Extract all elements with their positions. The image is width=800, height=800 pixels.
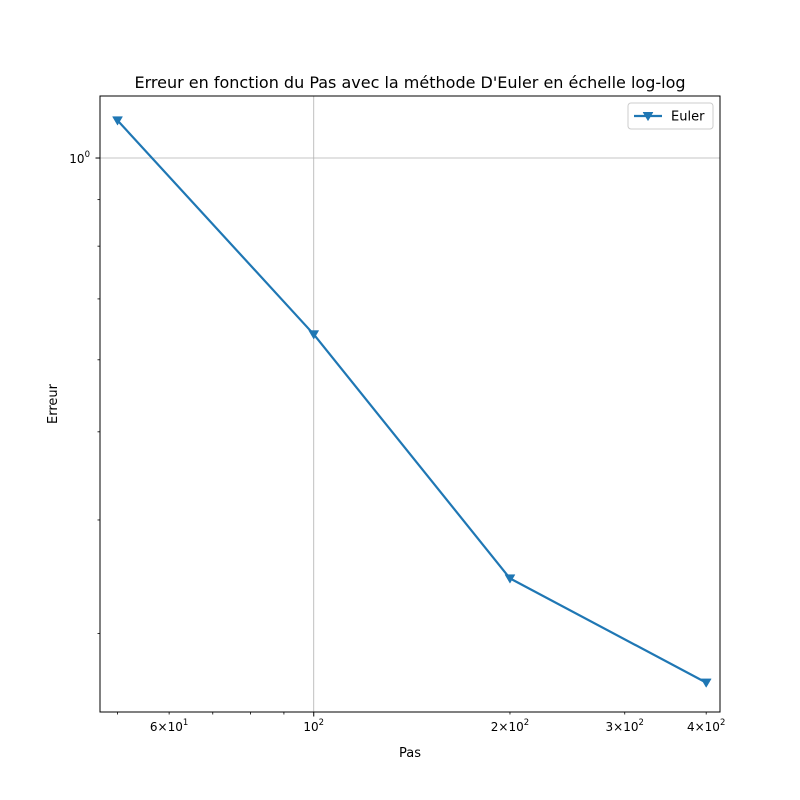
chart-title: Erreur en fonction du Pas avec la méthod… <box>134 73 685 92</box>
y-axis: 100 <box>69 150 100 635</box>
legend: Euler <box>627 102 714 130</box>
data-point-marker <box>700 678 712 688</box>
legend-marker-swatch <box>642 112 654 122</box>
series-line-euler <box>116 119 707 684</box>
data-point-marker <box>504 574 516 584</box>
data-point-marker <box>308 330 320 340</box>
series-layer <box>112 116 712 688</box>
x-axis-label: Pas <box>399 746 421 761</box>
x-tick-label: 6×101 <box>150 718 188 734</box>
x-tick-label: 3×102 <box>606 718 644 734</box>
x-tick-label: 102 <box>303 718 324 734</box>
data-point-marker <box>112 116 123 126</box>
grid <box>100 96 720 712</box>
x-tick-label: 2×102 <box>491 718 529 734</box>
legend-box <box>627 102 714 130</box>
y-axis-label: Erreur <box>46 383 61 424</box>
x-axis: 102 6×101 2×102 3×102 4×102 <box>117 712 725 734</box>
legend-entry-euler: Euler <box>671 110 705 125</box>
y-tick-label: 100 <box>69 150 90 166</box>
plot-frame <box>99 95 721 713</box>
x-tick-label: 4×102 <box>687 718 725 734</box>
